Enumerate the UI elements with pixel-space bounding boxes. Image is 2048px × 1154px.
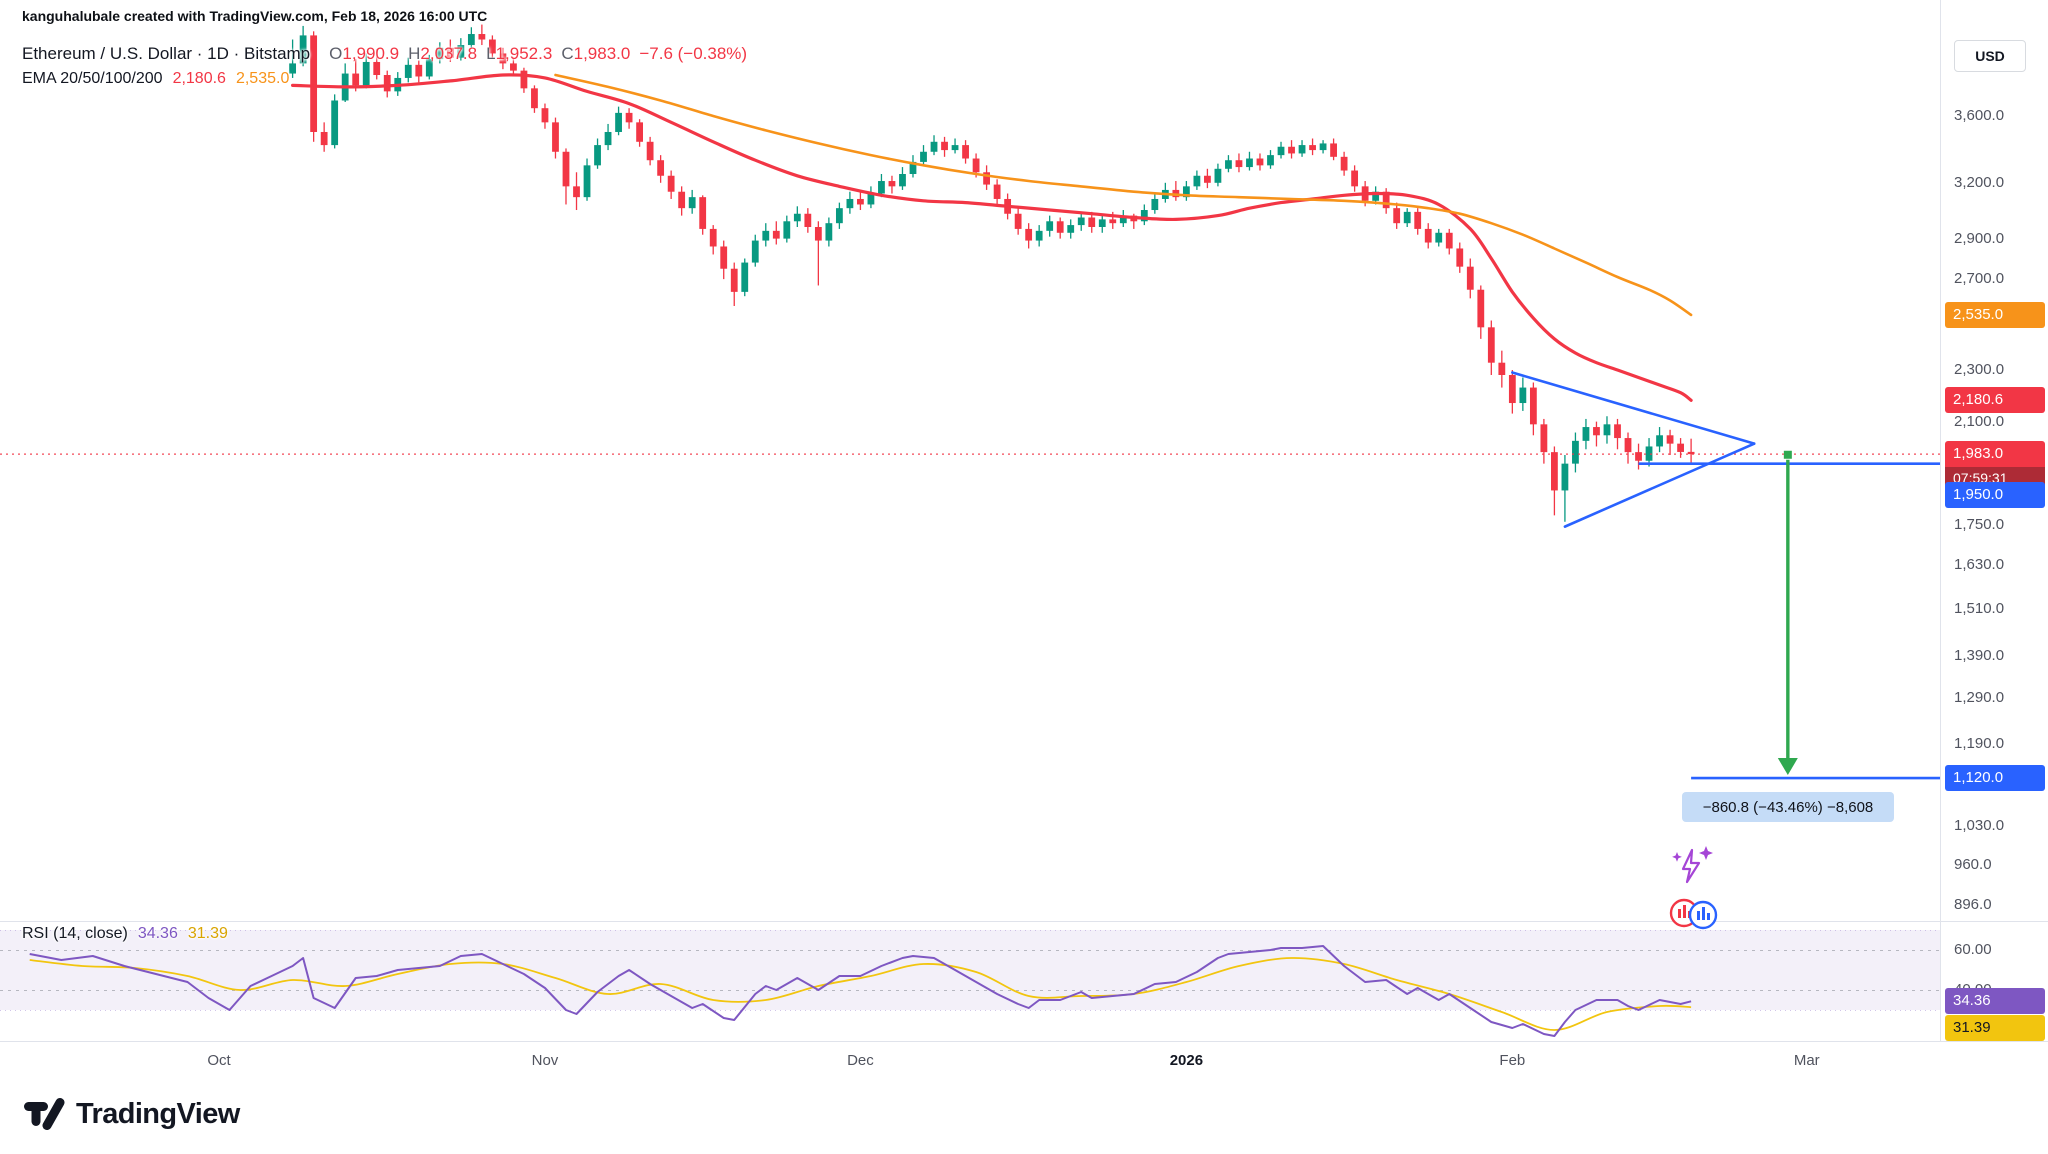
rsi-ma-value: 31.39 xyxy=(187,925,228,942)
price-tick-1630: 1,630.0 xyxy=(1954,556,2005,574)
rsi-label[interactable]: RSI (14, close) xyxy=(22,925,128,942)
price-tick-2700: 2,700.0 xyxy=(1954,270,2005,288)
candles-layer xyxy=(289,24,1695,522)
compare-charts-icon[interactable] xyxy=(1669,898,1718,930)
price-tick-1290: 1,290.0 xyxy=(1954,688,2005,706)
time-label-mar: Mar xyxy=(1793,1052,1820,1069)
price-badge-1950: 1,950.0 xyxy=(1945,481,2045,508)
price-tick-3200: 3,200.0 xyxy=(1954,173,2005,191)
time-axis[interactable]: Oct Nov Dec 2026 Feb Mar xyxy=(0,1041,2048,1089)
low-label: L xyxy=(486,44,496,63)
price-tick-1510: 1,510.0 xyxy=(1954,599,2005,617)
price-range-arrow[interactable] xyxy=(1777,450,1798,776)
main-legend: Ethereum / U.S. Dollar · 1D · Bitstamp O1… xyxy=(22,42,747,91)
time-label-2026: 2026 xyxy=(1169,1052,1204,1069)
trendline-triangle[interactable] xyxy=(1511,371,1756,528)
price-tick-2100: 2,100.0 xyxy=(1954,412,2005,430)
rsi-value: 34.36 xyxy=(137,925,178,942)
rsi-ma-line xyxy=(29,957,1692,1031)
ema-value-red: 2,180.6 xyxy=(172,70,226,87)
time-label-nov: Nov xyxy=(531,1052,559,1069)
change-value: −7.6 (−0.38%) xyxy=(639,44,748,63)
price-tick-1190: 1,190.0 xyxy=(1954,734,2005,752)
price-tick-1390: 1,390.0 xyxy=(1954,646,2005,664)
symbol-title[interactable]: Ethereum / U.S. Dollar · 1D · Bitstamp xyxy=(22,44,311,63)
price-tick-2300: 2,300.0 xyxy=(1954,361,2005,379)
ema-label[interactable]: EMA 20/50/100/200 xyxy=(22,70,163,87)
rsi-line xyxy=(29,945,1692,1037)
tradingview-logo-mark xyxy=(24,1098,65,1130)
rsi-pane[interactable] xyxy=(0,930,1940,1037)
price-badge-2180.6: 2,180.6 xyxy=(1945,387,2045,414)
attribution: kanguhalubale created with TradingView.c… xyxy=(22,8,488,24)
price-tick-2900: 2,900.0 xyxy=(1954,229,2005,247)
rsi-badge-31.39: 31.39 xyxy=(1945,1015,2045,1042)
time-label-oct: Oct xyxy=(207,1052,231,1069)
price-tick-1750: 1,750.0 xyxy=(1954,516,2005,533)
price-axis[interactable]: 3,600.0 3,200.0 2,900.0 2,700.0 2,300.0 2,100… xyxy=(1941,0,2048,1042)
price-tick-896: 896.0 xyxy=(1954,895,1992,913)
time-label-feb: Feb xyxy=(1499,1052,1526,1069)
ema-line-fast[interactable] xyxy=(291,73,1693,402)
open-value: 1,990.9 xyxy=(342,44,400,63)
pane-separators xyxy=(0,0,2048,1042)
high-label: H xyxy=(408,44,421,63)
tradingview-wordmark: TradingView xyxy=(76,1097,240,1130)
price-tick-1030: 1,030.0 xyxy=(1954,816,2005,834)
close-label: C xyxy=(561,44,574,63)
measure-tool-label[interactable]: −860.8 (−43.46%) −8,608 xyxy=(1682,792,1894,822)
tradingview-logo[interactable]: TradingView xyxy=(22,1094,240,1134)
high-value: 2,037.8 xyxy=(420,44,478,63)
currency-button[interactable]: USD xyxy=(1954,40,2026,72)
price-badge-1120: 1,120.0 xyxy=(1945,765,2045,792)
ema-value-orange: 2,535.0 xyxy=(235,70,290,87)
price-badge-2535: 2,535.0 xyxy=(1945,301,2045,328)
chart-stamp-icons xyxy=(1669,846,1718,930)
ema-line-slow[interactable] xyxy=(554,73,1693,317)
low-value: 1,952.3 xyxy=(495,44,553,63)
rsi-badge-34.36: 34.36 xyxy=(1945,988,2045,1015)
close-value: 1,983.0 xyxy=(573,44,631,63)
open-label: O xyxy=(329,44,343,63)
rsi-tick-60: 60.00 xyxy=(1954,941,1992,958)
ema-legend-row: EMA 20/50/100/200 2,180.6 2,535.0 xyxy=(22,67,747,91)
symbol-legend-row: Ethereum / U.S. Dollar · 1D · Bitstamp O1… xyxy=(22,42,747,66)
sparkle-bolt-icon[interactable] xyxy=(1672,846,1713,884)
rsi-legend: RSI (14, close) 34.36 31.39 xyxy=(22,925,228,943)
time-label-dec: Dec xyxy=(847,1052,874,1069)
price-tick-960: 960.0 xyxy=(1954,856,1992,874)
price-tick-3600: 3,600.0 xyxy=(1954,107,2005,124)
